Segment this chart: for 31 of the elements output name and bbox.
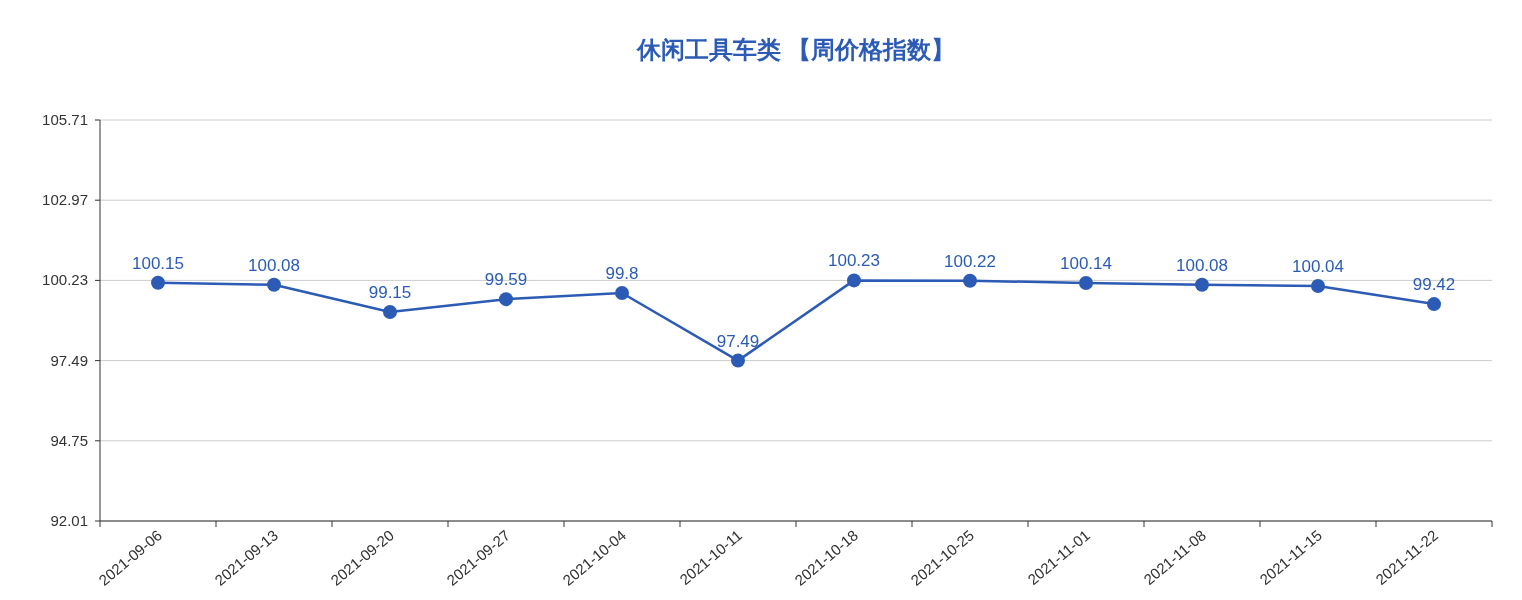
point	[1311, 278, 1325, 293]
point	[847, 273, 861, 288]
data-label: 100.04	[1292, 256, 1344, 276]
y-tick-label: 97.49	[50, 351, 88, 369]
point	[499, 292, 513, 307]
point	[731, 353, 745, 368]
y-tick-label: 105.71	[42, 111, 88, 128]
y-tick-label: 92.01	[50, 512, 88, 529]
point	[151, 275, 165, 290]
data-label: 99.8	[605, 263, 639, 283]
point	[383, 305, 397, 320]
point	[963, 273, 977, 288]
data-label: 100.15	[132, 253, 184, 273]
data-label: 100.08	[248, 255, 300, 275]
data-label: 99.42	[1412, 275, 1456, 295]
data-label: 99.15	[368, 283, 412, 303]
y-tick-label: 100.23	[42, 271, 88, 289]
data-label: 100.14	[1060, 254, 1112, 274]
point	[1079, 276, 1093, 291]
data-label: 97.49	[716, 331, 760, 351]
y-tick-label: 102.97	[42, 191, 88, 209]
data-label: 100.23	[828, 251, 880, 271]
chart-title: 休闲工具车类 【周价格指数】	[635, 36, 956, 63]
point	[1195, 277, 1209, 292]
y-tick-label: 94.75	[50, 431, 88, 449]
data-label: 100.08	[1176, 255, 1228, 275]
point	[615, 285, 629, 300]
data-label: 100.22	[944, 251, 996, 271]
point	[1427, 297, 1441, 312]
point	[267, 277, 281, 292]
data-label: 99.59	[484, 270, 528, 290]
